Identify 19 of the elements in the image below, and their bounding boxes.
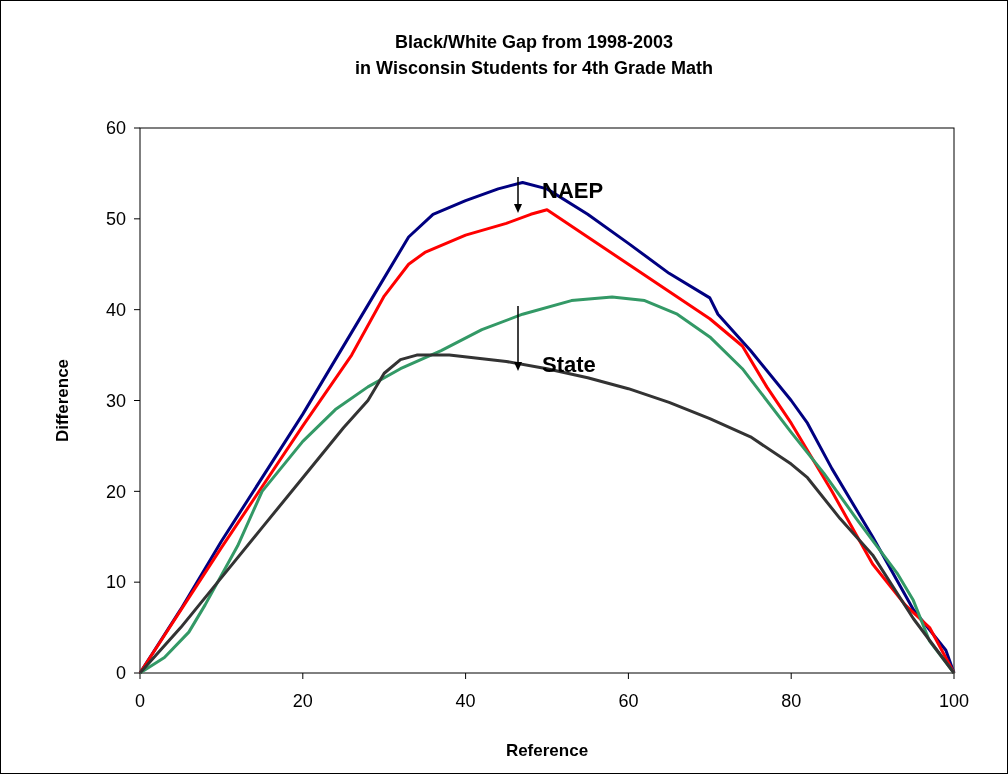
y-tick-label: 60	[105, 118, 126, 139]
x-tick-label: 40	[455, 691, 476, 711]
line-series	[138, 353, 956, 675]
y-tick-label: 0	[115, 663, 126, 684]
x-tick-label: 80	[781, 691, 802, 711]
x-tick-label: 0	[134, 691, 146, 711]
line-series	[138, 295, 956, 675]
y-tick-label: 40	[105, 299, 126, 320]
x-tick-label: 60	[618, 691, 639, 711]
y-tick-label: 10	[105, 572, 126, 593]
y-tick-label: 30	[105, 390, 126, 411]
y-tick-label: 50	[105, 209, 126, 230]
y-axis-title: Difference	[53, 358, 72, 443]
chart-title: Black/White Gap from 1998-2003 in Wisconsin Students for 4th Grade Math	[355, 32, 713, 78]
x-tick-label: 100	[938, 691, 970, 711]
x-axis-title: Reference	[505, 741, 589, 760]
annotation: State	[542, 352, 596, 377]
y-tick-label: 20	[105, 481, 126, 502]
x-tick-label: 20	[292, 691, 313, 711]
